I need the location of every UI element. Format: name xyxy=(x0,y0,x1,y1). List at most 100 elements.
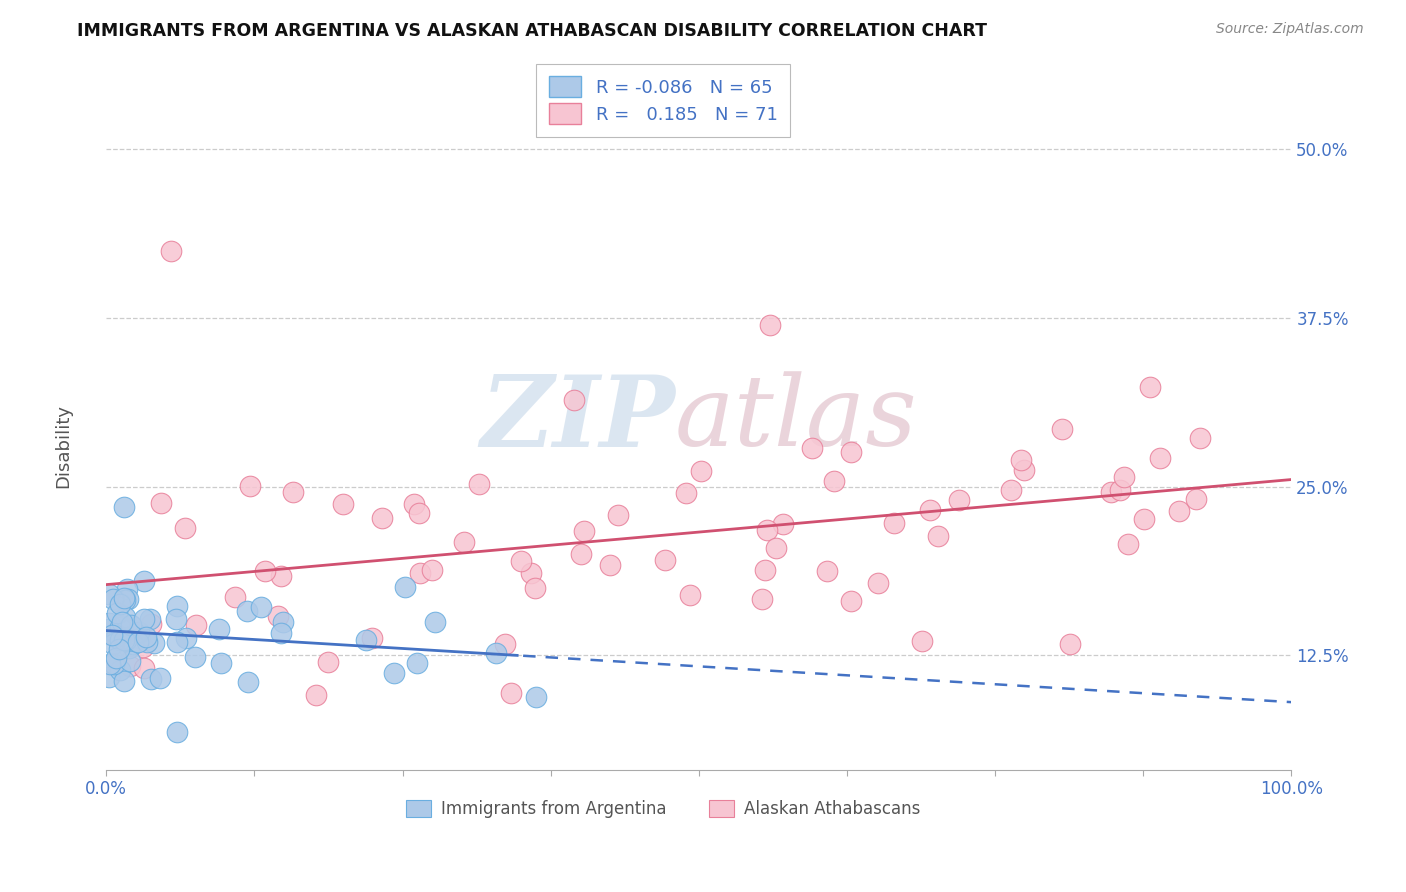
Point xyxy=(1099,485,1122,500)
Point xyxy=(253,564,276,578)
Point xyxy=(117,591,139,606)
Point xyxy=(841,445,863,459)
Point xyxy=(132,640,155,655)
Point xyxy=(562,393,585,408)
Point xyxy=(134,661,156,675)
Point xyxy=(100,657,122,671)
Point xyxy=(948,492,970,507)
Point xyxy=(1108,483,1130,497)
Point xyxy=(607,508,630,523)
Point xyxy=(103,657,125,671)
Point xyxy=(394,580,416,594)
Point xyxy=(134,574,156,588)
Point xyxy=(112,632,135,647)
Point xyxy=(751,592,773,607)
Point xyxy=(235,604,257,618)
Point xyxy=(756,523,779,537)
Point xyxy=(370,511,392,525)
Point xyxy=(1132,511,1154,525)
Point xyxy=(114,591,136,605)
Point xyxy=(110,663,132,677)
Point xyxy=(1139,380,1161,394)
Point xyxy=(425,615,447,629)
Point xyxy=(1052,422,1074,436)
Text: atlas: atlas xyxy=(675,372,918,467)
Point xyxy=(316,655,339,669)
Point xyxy=(165,612,187,626)
Point xyxy=(104,625,127,640)
Text: Disability: Disability xyxy=(55,404,72,488)
Point xyxy=(759,318,782,332)
Point xyxy=(519,566,541,581)
Point xyxy=(420,563,443,577)
Point xyxy=(150,496,173,510)
Point xyxy=(524,581,547,595)
Point xyxy=(114,593,136,607)
Point xyxy=(1059,637,1081,651)
Point xyxy=(118,658,141,673)
Point xyxy=(120,618,142,632)
Point xyxy=(271,615,294,630)
Legend: Immigrants from Argentina, Alaskan Athabascans: Immigrants from Argentina, Alaskan Athab… xyxy=(399,793,927,825)
Point xyxy=(115,622,138,636)
Point xyxy=(224,591,246,605)
Point xyxy=(208,622,231,636)
Point xyxy=(132,612,155,626)
Point xyxy=(360,631,382,645)
Point xyxy=(250,599,273,614)
Point xyxy=(453,534,475,549)
Point xyxy=(675,486,697,500)
Point xyxy=(927,529,949,543)
Point xyxy=(118,654,141,668)
Text: Source: ZipAtlas.com: Source: ZipAtlas.com xyxy=(1216,22,1364,37)
Point xyxy=(184,618,207,632)
Point xyxy=(129,632,152,646)
Point xyxy=(354,633,377,648)
Point xyxy=(883,516,905,531)
Text: ZIP: ZIP xyxy=(479,371,675,467)
Point xyxy=(166,725,188,739)
Point xyxy=(108,642,131,657)
Point xyxy=(112,500,135,514)
Point xyxy=(97,669,120,683)
Point xyxy=(174,521,197,535)
Point xyxy=(572,524,595,538)
Point xyxy=(143,635,166,649)
Point xyxy=(136,635,159,649)
Point xyxy=(920,503,942,517)
Point xyxy=(103,637,125,651)
Point xyxy=(1010,453,1032,467)
Point xyxy=(815,564,838,578)
Point xyxy=(408,506,430,520)
Point xyxy=(115,633,138,648)
Point xyxy=(135,630,157,644)
Point xyxy=(690,464,713,478)
Point xyxy=(267,608,290,623)
Point xyxy=(772,516,794,531)
Point xyxy=(184,649,207,664)
Text: IMMIGRANTS FROM ARGENTINA VS ALASKAN ATHABASCAN DISABILITY CORRELATION CHART: IMMIGRANTS FROM ARGENTINA VS ALASKAN ATH… xyxy=(77,22,987,40)
Point xyxy=(305,688,328,702)
Point xyxy=(160,244,183,258)
Point xyxy=(139,672,162,686)
Point xyxy=(270,569,292,583)
Point xyxy=(1189,432,1212,446)
Point xyxy=(1112,470,1135,484)
Point xyxy=(174,631,197,645)
Point xyxy=(754,563,776,577)
Point xyxy=(484,646,506,660)
Point xyxy=(569,547,592,561)
Point xyxy=(239,478,262,492)
Point xyxy=(866,576,889,591)
Point xyxy=(1149,450,1171,465)
Point xyxy=(97,623,120,637)
Point xyxy=(108,597,131,611)
Point xyxy=(839,593,862,607)
Point xyxy=(599,558,621,573)
Point xyxy=(138,612,160,626)
Point xyxy=(141,617,163,632)
Point xyxy=(332,497,354,511)
Point xyxy=(236,674,259,689)
Point xyxy=(1000,483,1022,497)
Point xyxy=(409,566,432,580)
